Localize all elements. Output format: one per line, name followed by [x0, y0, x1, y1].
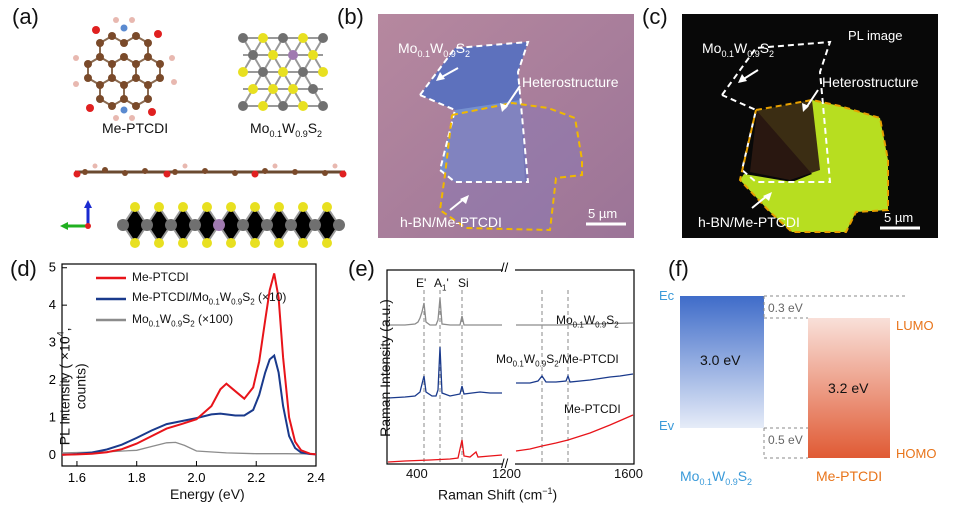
- heterostructure-label-c: Heterostructure: [822, 74, 919, 90]
- d-legend-3: Mo0.1W0.9S2 (×100): [132, 312, 234, 329]
- heterostructure-label-b: Heterostructure: [522, 74, 619, 90]
- panel-label-b: (b): [337, 4, 364, 29]
- e-peak-a1: A1': [434, 276, 449, 293]
- d-ytick-label: 4: [49, 297, 56, 312]
- me-ptcdi-molecule-icon: [73, 17, 177, 121]
- mows2-label-b: Mo0.1W0.9S2: [398, 40, 471, 59]
- d-frame: [61, 263, 317, 467]
- raman-plot: // //: [386, 260, 635, 472]
- e-break-top: //: [501, 260, 509, 275]
- mows2-lattice-icon: [238, 33, 328, 111]
- d-legend-2: Me-PTCDI/Mo0.1W0.9S2 (×10): [132, 290, 287, 307]
- e-xtick-400: 400: [406, 466, 428, 481]
- e-xlabel: Raman Shift (cm−1): [438, 486, 558, 503]
- mows2-label-c: Mo0.1W0.9S2: [702, 40, 775, 59]
- d-legend-1: Me-PTCDI: [132, 270, 189, 284]
- panel-label-c: (c): [642, 4, 668, 29]
- axis-triad-icon: [60, 200, 92, 230]
- e-label-me-ptcdi: Me-PTCDI: [564, 402, 621, 416]
- e-xtick-1200: 1200: [492, 466, 521, 481]
- mows2-band-name: Mo0.1W0.9S2: [680, 468, 753, 487]
- e-label-mows2: Mo0.1W0.9S2: [556, 313, 619, 330]
- pl-image-title: PL image: [848, 28, 903, 43]
- d-xtick-label: 1.8: [128, 470, 146, 485]
- d-ytick-label: 2: [49, 372, 56, 387]
- lumo-label: LUMO: [896, 318, 934, 333]
- e-series-me-ptcdi: [387, 439, 503, 463]
- d-xtick-label: 2.0: [187, 470, 205, 485]
- molecule-side-view-icon: [73, 163, 347, 178]
- left-gap-label: 3.0 eV: [700, 352, 741, 368]
- pl-spectra-plot: 1.6 1.8 2.0 2.2 2.4 0 1 2 3 4 5: [49, 260, 325, 485]
- me-ptcdi-band-rect: [808, 318, 890, 458]
- ev-label: Ev: [659, 418, 675, 433]
- e-series-mows2: [388, 297, 502, 326]
- mows2-band-rect: [680, 296, 764, 428]
- mows2-label: Mo0.1W0.9S2: [250, 120, 323, 139]
- panel-label-e: (e): [348, 256, 375, 281]
- mows2-side-view-icon: [117, 202, 345, 248]
- d-ytick-label: 3: [49, 335, 56, 350]
- homo-label: HOMO: [896, 446, 937, 461]
- d-xlabel: Energy (eV): [170, 486, 245, 502]
- hbn-label-b: h-BN/Me-PTCDI: [400, 214, 502, 230]
- right-gap-label: 3.2 eV: [828, 380, 869, 396]
- vb-offset-label: 0.5 eV: [768, 433, 803, 447]
- e-series-hetero: [387, 346, 502, 399]
- d-series-0: [61, 273, 317, 456]
- d-series-1: [61, 353, 317, 456]
- me-ptcdi-label: Me-PTCDI: [102, 120, 169, 136]
- hbn-region: [440, 103, 582, 230]
- e-xtick-1600: 1600: [614, 466, 643, 481]
- scale-label-c: 5 µm: [884, 210, 914, 225]
- e-peak-si: Si: [458, 276, 469, 290]
- d-ytick-label: 5: [49, 260, 56, 275]
- hbn-label-c: h-BN/Me-PTCDI: [698, 214, 800, 230]
- e-break-bottom: //: [501, 456, 509, 471]
- me-ptcdi-band-name: Me-PTCDI: [816, 468, 883, 484]
- ec-label: Ec: [659, 288, 675, 303]
- d-ytick-label: 0: [49, 447, 56, 462]
- panel-label-f: (f): [668, 256, 689, 281]
- d-ytick-label: 1: [49, 409, 56, 424]
- d-xtick-label: 2.4: [307, 470, 325, 485]
- d-xtick-label: 1.6: [68, 470, 86, 485]
- d-xtick-label: 2.2: [247, 470, 265, 485]
- panel-label-a: (a): [12, 4, 39, 29]
- e-label-hetero: Mo0.1W0.9S2/Me-PTCDI: [496, 352, 619, 369]
- cb-offset-label: 0.3 eV: [768, 301, 803, 315]
- e-peak-e: E': [416, 276, 427, 290]
- scale-label-b: 5 µm: [588, 206, 618, 221]
- panel-label-d: (d): [10, 256, 37, 281]
